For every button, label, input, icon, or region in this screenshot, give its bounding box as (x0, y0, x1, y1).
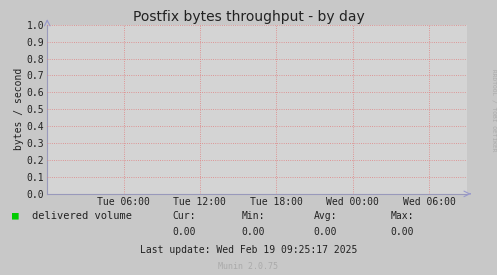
Text: Munin 2.0.75: Munin 2.0.75 (219, 262, 278, 271)
Text: 0.00: 0.00 (391, 227, 414, 237)
Text: Last update: Wed Feb 19 09:25:17 2025: Last update: Wed Feb 19 09:25:17 2025 (140, 245, 357, 255)
Text: Avg:: Avg: (314, 211, 337, 221)
Text: Cur:: Cur: (172, 211, 196, 221)
Text: delivered volume: delivered volume (32, 211, 132, 221)
Text: Min:: Min: (242, 211, 265, 221)
Text: 0.00: 0.00 (314, 227, 337, 237)
Y-axis label: bytes / second: bytes / second (14, 68, 24, 150)
Text: ■: ■ (12, 211, 19, 221)
Text: 0.00: 0.00 (172, 227, 196, 237)
Text: Max:: Max: (391, 211, 414, 221)
Text: Postfix bytes throughput - by day: Postfix bytes throughput - by day (133, 10, 364, 24)
Text: RRDTOOL / TOBI OETIKER: RRDTOOL / TOBI OETIKER (492, 69, 497, 151)
Text: 0.00: 0.00 (242, 227, 265, 237)
